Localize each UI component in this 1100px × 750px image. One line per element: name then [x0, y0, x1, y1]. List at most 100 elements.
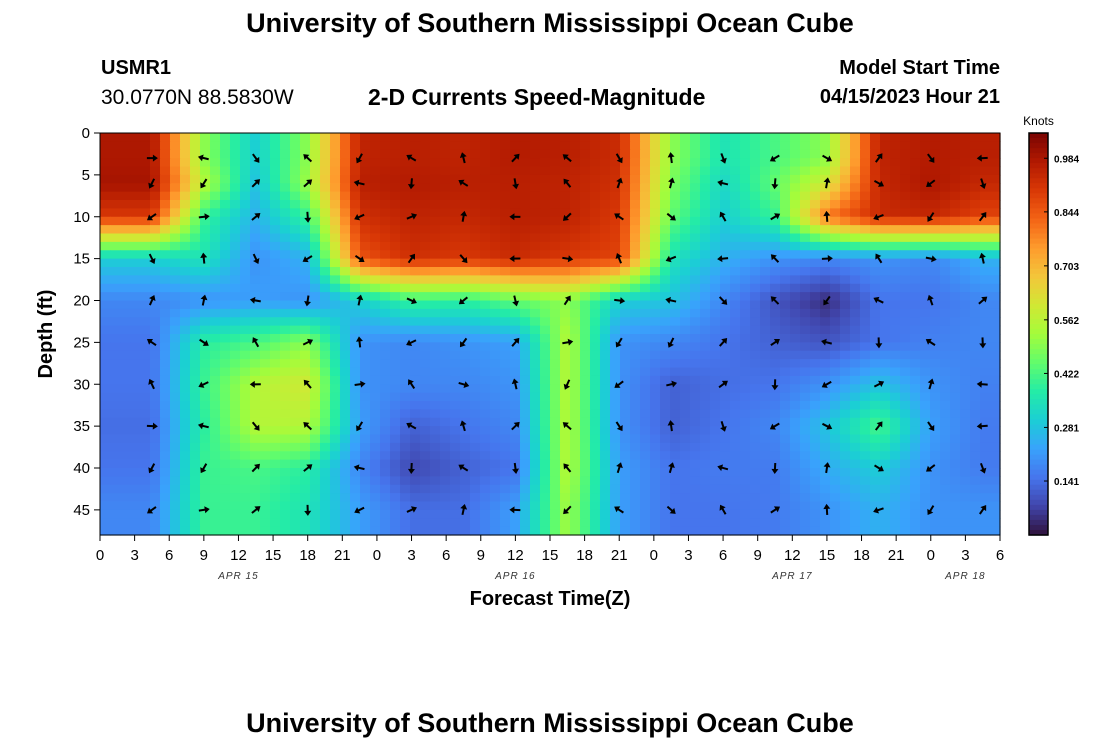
heatmap-cell [220, 434, 231, 444]
heatmap-cell [570, 191, 581, 201]
heatmap-cell [190, 509, 201, 519]
heatmap-cell [470, 392, 481, 402]
heatmap-cell [500, 141, 511, 151]
heatmap-cell [110, 208, 121, 218]
heatmap-cell [850, 451, 861, 461]
heatmap-cell [180, 325, 191, 335]
heatmap-cell [280, 200, 291, 209]
heatmap-cell [310, 501, 321, 511]
heatmap-cell [460, 468, 471, 477]
heatmap-cell [820, 359, 831, 369]
heatmap-cell [790, 367, 801, 377]
heatmap-cell [970, 384, 981, 394]
heatmap-cell [170, 233, 181, 243]
heatmap-cell [750, 267, 761, 276]
heatmap-cell [770, 392, 781, 402]
heatmap-cell [830, 401, 841, 410]
x-tick-label: 6 [442, 547, 450, 564]
heatmap-cell [390, 342, 401, 352]
heatmap-cell [690, 350, 701, 360]
colorbar-segment [1029, 203, 1048, 209]
heatmap-cell [260, 133, 271, 142]
heatmap-cell [860, 133, 871, 142]
heatmap-cell [400, 459, 411, 469]
heatmap-cell [640, 200, 651, 209]
heatmap-cell [420, 484, 431, 494]
heatmap-cell [740, 166, 751, 176]
heatmap-cell [470, 133, 481, 142]
heatmap-cell [990, 359, 1001, 369]
heatmap-cell [730, 208, 741, 218]
heatmap-cell [200, 216, 211, 226]
heatmap-cell [510, 133, 521, 142]
heatmap-cell [570, 166, 581, 176]
heatmap-cell [420, 334, 431, 343]
heatmap-cell [840, 334, 851, 343]
heatmap-cell [410, 216, 421, 226]
heatmap-cell [520, 166, 531, 176]
heatmap-cell [580, 359, 591, 369]
heatmap-cell [300, 468, 311, 477]
heatmap-cell [760, 141, 771, 151]
heatmap-cell [330, 267, 341, 276]
date-label: APR 18 [944, 571, 985, 582]
heatmap-cell [390, 208, 401, 218]
heatmap-cell [480, 325, 491, 335]
colorbar-segment [1029, 178, 1048, 184]
heatmap-cell [750, 509, 761, 519]
heatmap-cell [920, 384, 931, 394]
heatmap-cell [420, 267, 431, 276]
heatmap-cell [140, 342, 151, 352]
heatmap-cell [450, 317, 461, 327]
heatmap-cell [880, 468, 891, 477]
heatmap-cell [220, 484, 231, 494]
heatmap-cell [730, 501, 741, 511]
heatmap-cell [860, 166, 871, 176]
heatmap-cell [500, 409, 511, 419]
heatmap-cell [460, 484, 471, 494]
heatmap-cell [720, 325, 731, 335]
heatmap-cell [400, 225, 411, 235]
heatmap-cell [620, 526, 631, 536]
heatmap-cell [410, 275, 421, 285]
heatmap-cell [910, 442, 921, 452]
heatmap-cell [620, 501, 631, 511]
heatmap-cell [650, 133, 661, 142]
heatmap-cell [920, 325, 931, 335]
heatmap-cell [330, 484, 341, 494]
heatmap-cell [590, 241, 601, 251]
heatmap-cell [240, 518, 251, 528]
heatmap-cell [870, 342, 881, 352]
heatmap-cell [590, 375, 601, 385]
heatmap-cell [820, 267, 831, 276]
heatmap-cell [950, 258, 961, 268]
heatmap-cell [240, 250, 251, 260]
heatmap-cell [810, 133, 821, 142]
heatmap-cell [520, 334, 531, 343]
heatmap-cell [870, 325, 881, 335]
heatmap-cell [840, 459, 851, 469]
heatmap-cell [920, 442, 931, 452]
heatmap-cell [460, 451, 471, 461]
heatmap-cell [460, 141, 471, 151]
heatmap-cell [220, 241, 231, 251]
heatmap-cell [660, 258, 671, 268]
heatmap-cell [120, 208, 131, 218]
heatmap-cell [200, 141, 211, 151]
heatmap-cell [620, 442, 631, 452]
heatmap-cell [210, 426, 221, 436]
heatmap-cell [960, 133, 971, 142]
heatmap-cell [550, 442, 561, 452]
heatmap-cell [370, 233, 381, 243]
current-arrow [771, 178, 779, 190]
heatmap-cell [850, 267, 861, 276]
heatmap-cell [320, 434, 331, 444]
heatmap-cell [250, 476, 261, 486]
heatmap-cell [910, 451, 921, 461]
heatmap-cell [700, 166, 711, 176]
heatmap-cell [990, 375, 1001, 385]
heatmap-cell [710, 258, 721, 268]
heatmap-cell [660, 518, 671, 528]
heatmap-cell [940, 409, 951, 419]
current-arrow [562, 154, 572, 163]
